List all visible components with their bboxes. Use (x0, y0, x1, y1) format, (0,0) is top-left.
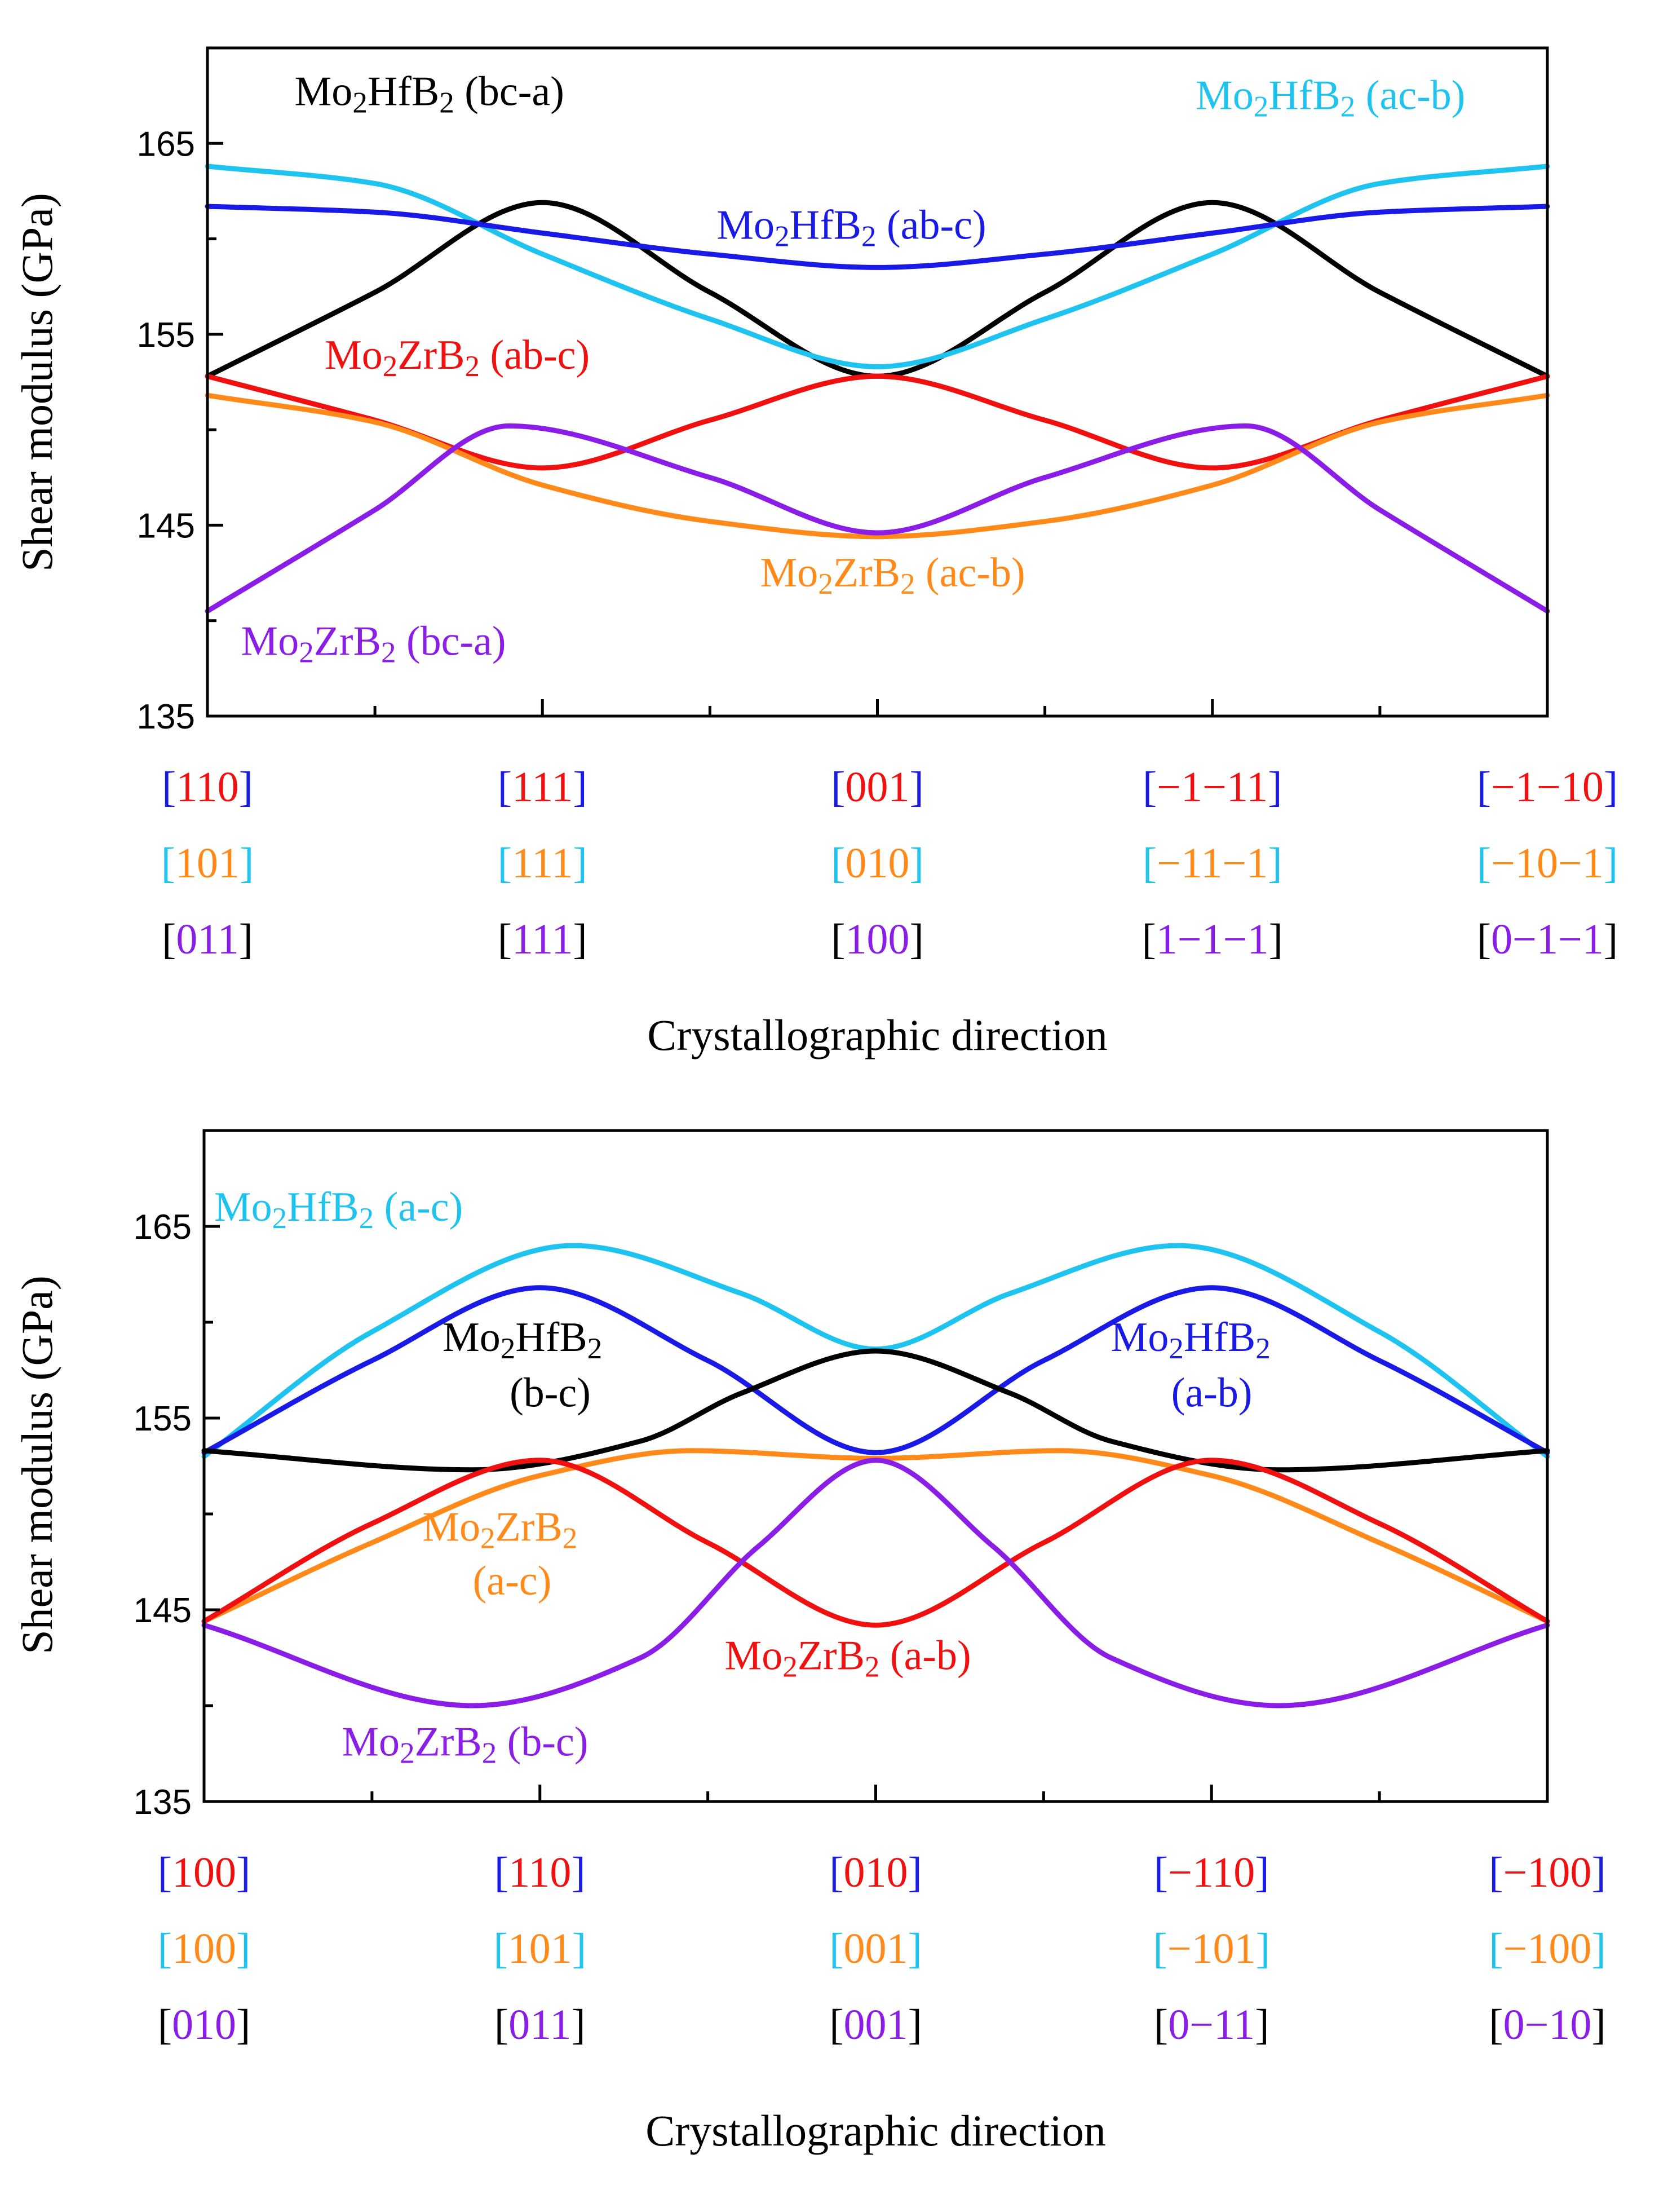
direction-label: [−101] (1153, 1925, 1271, 1972)
direction-label: [110] (494, 1849, 586, 1896)
direction-label: [001] (829, 1925, 922, 1972)
series-annotation: Mo2​HfB2​ (ab-c) (716, 202, 986, 253)
y-tick-label: 155 (134, 1399, 192, 1438)
direction-label: [0−11] (1154, 2001, 1269, 2048)
direction-label: [110] (162, 763, 253, 811)
x-axis-label: Crystallographic direction (645, 2106, 1106, 2155)
direction-label: [001] (829, 2001, 922, 2048)
direction-label: [−11−1] (1143, 840, 1282, 887)
series-annotation: Mo2​ZrB2​ (a-b) (724, 1632, 971, 1683)
direction-label: [−1−10] (1477, 763, 1618, 811)
direction-label: [1−1−1] (1142, 916, 1283, 963)
direction-label: [011] (162, 916, 253, 963)
series-annotation: Mo2​ZrB2​ (422, 1504, 577, 1555)
direction-label: [0−1−1] (1477, 916, 1618, 963)
direction-label: [111] (498, 763, 587, 811)
direction-label: [−100] (1489, 1849, 1606, 1896)
y-tick-label: 165 (137, 125, 195, 164)
series-line-1 (205, 164, 1550, 369)
direction-label: [001] (831, 763, 924, 811)
series-annotation: (a-c) (473, 1558, 552, 1604)
direction-label: [010] (158, 2001, 251, 2048)
y-tick-label: 135 (137, 697, 195, 736)
series-annotation: Mo2​HfB2​ (a-c) (214, 1184, 463, 1235)
y-tick-label: 135 (134, 1783, 192, 1822)
direction-label: [−110] (1154, 1849, 1269, 1896)
y-tick-label: 145 (134, 1591, 192, 1630)
x-axis-label: Crystallographic direction (647, 1010, 1108, 1059)
bottom-chart-panel: 135 145 155 165 [100] [110] [010] [−110] [−100] [… (12, 1129, 1606, 2155)
series-annotation: Mo2​ZrB2​ (b-c) (342, 1719, 588, 1769)
direction-label: [111] (498, 916, 587, 963)
series-line-3 (201, 1448, 1550, 1624)
series-line-5 (205, 423, 1550, 614)
series-annotation: Mo2​HfB2​ (443, 1314, 602, 1365)
y-tick-label: 145 (137, 506, 195, 545)
series-annotation: Mo2​HfB2​ (ac-b) (1196, 72, 1465, 123)
direction-label: [100] (158, 1925, 251, 1972)
series-line-4 (205, 392, 1550, 540)
series-annotation: Mo2​HfB2​ (1111, 1314, 1271, 1365)
direction-label: [100] (158, 1849, 251, 1896)
direction-label: [−100] (1489, 1925, 1606, 1972)
series-line-5 (201, 1458, 1550, 1708)
direction-label: [010] (831, 840, 924, 887)
series-annotation: Mo2​HfB2​ (bc-a) (295, 69, 564, 120)
direction-label: [011] (494, 2001, 586, 2048)
direction-label: [101] (161, 840, 254, 887)
series-annotation: Mo2​ZrB2​ (ab-c) (325, 332, 590, 383)
direction-label: [0−10] (1489, 2001, 1606, 2048)
y-axis-label: Shear modulus (GPa) (12, 1275, 61, 1654)
y-tick-label: 155 (137, 316, 195, 355)
y-axis-label: Shear modulus (GPa) (12, 193, 61, 572)
series-annotation: (a-b) (1171, 1370, 1253, 1416)
series-annotation: (b-c) (510, 1370, 591, 1416)
series-line-2 (205, 204, 1550, 270)
plot-frame (206, 46, 1549, 718)
y-tick-label: 165 (134, 1208, 192, 1247)
series-annotation: Mo2​ZrB2​ (ac-b) (760, 550, 1025, 601)
direction-label: [100] (831, 916, 924, 963)
series-annotation: Mo2​ZrB2​ (bc-a) (241, 619, 506, 669)
series-line-3 (205, 373, 1550, 471)
series-line-1 (201, 1285, 1550, 1455)
top-chart-panel: 135 145 155 165 [110] [111] [001] [−1−11] [−1−10… (12, 46, 1618, 1059)
series-line-4 (201, 1458, 1550, 1628)
direction-label: [101] (493, 1925, 586, 1972)
direction-label: [010] (829, 1849, 922, 1896)
direction-label: [−10−1] (1477, 840, 1618, 887)
direction-label: [−1−11] (1143, 763, 1282, 811)
direction-label: [111] (498, 840, 587, 887)
